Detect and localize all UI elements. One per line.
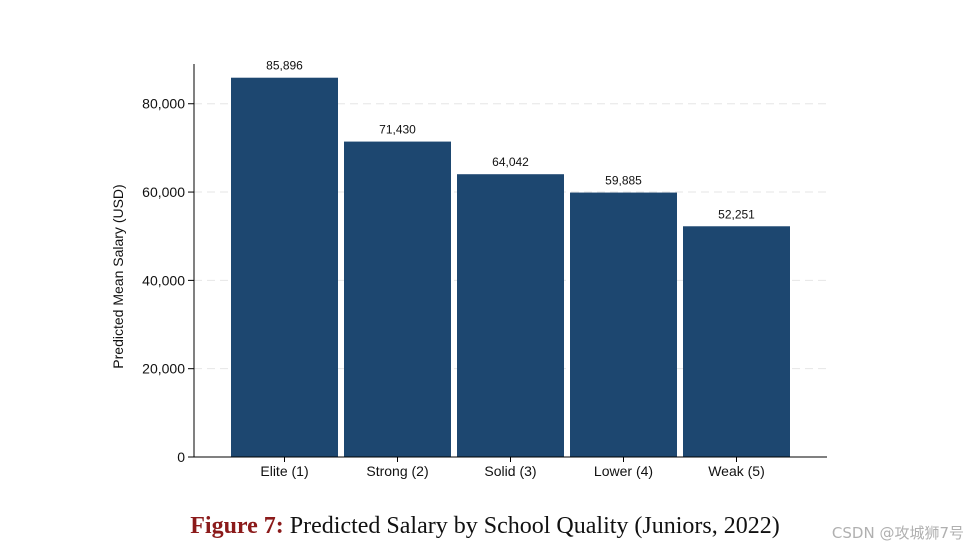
bar [344,141,451,457]
data-labels: 85,896 71,430 64,042 59,885 52,251 [266,59,755,222]
bars [231,77,790,458]
figure-caption: Figure 7: Predicted Salary by School Qua… [0,513,970,540]
y-tick-label: 20,000 [142,361,185,377]
bar [457,174,564,457]
x-tick-label: Strong (2) [366,463,428,479]
x-tick-label: Solid (3) [484,463,536,479]
bar-value-label: 64,042 [492,155,529,169]
figure-label: Figure 7: [190,513,284,539]
x-tick-label: Weak (5) [708,463,765,479]
bar-chart: 85,896 71,430 64,042 59,885 52,251 0 20,000 40… [110,59,827,479]
y-tick-label: 60,000 [142,184,185,200]
watermark: CSDN @攻城狮7号 [831,524,964,542]
x-tick-label: Lower (4) [594,463,653,479]
x-axis-ticks: Elite (1) Strong (2) Solid (3) Lower (4) Wea… [260,457,765,479]
bar-value-label: 71,430 [379,123,416,137]
y-tick-label: 0 [177,449,185,465]
y-tick-label: 80,000 [142,96,185,112]
bar-value-label: 52,251 [718,207,755,221]
y-tick-label: 40,000 [142,272,185,288]
y-axis-title: Predicted Mean Salary (USD) [110,184,126,368]
x-tick-label: Elite (1) [260,463,308,479]
bar [570,192,677,457]
bar-value-label: 59,885 [605,174,642,188]
bar [231,77,338,458]
figure-title: Predicted Salary by School Quality (Juni… [289,513,780,539]
bar-value-label: 85,896 [266,59,303,73]
y-axis-ticks: 0 20,000 40,000 60,000 80,000 [142,96,194,465]
bar [683,226,790,457]
